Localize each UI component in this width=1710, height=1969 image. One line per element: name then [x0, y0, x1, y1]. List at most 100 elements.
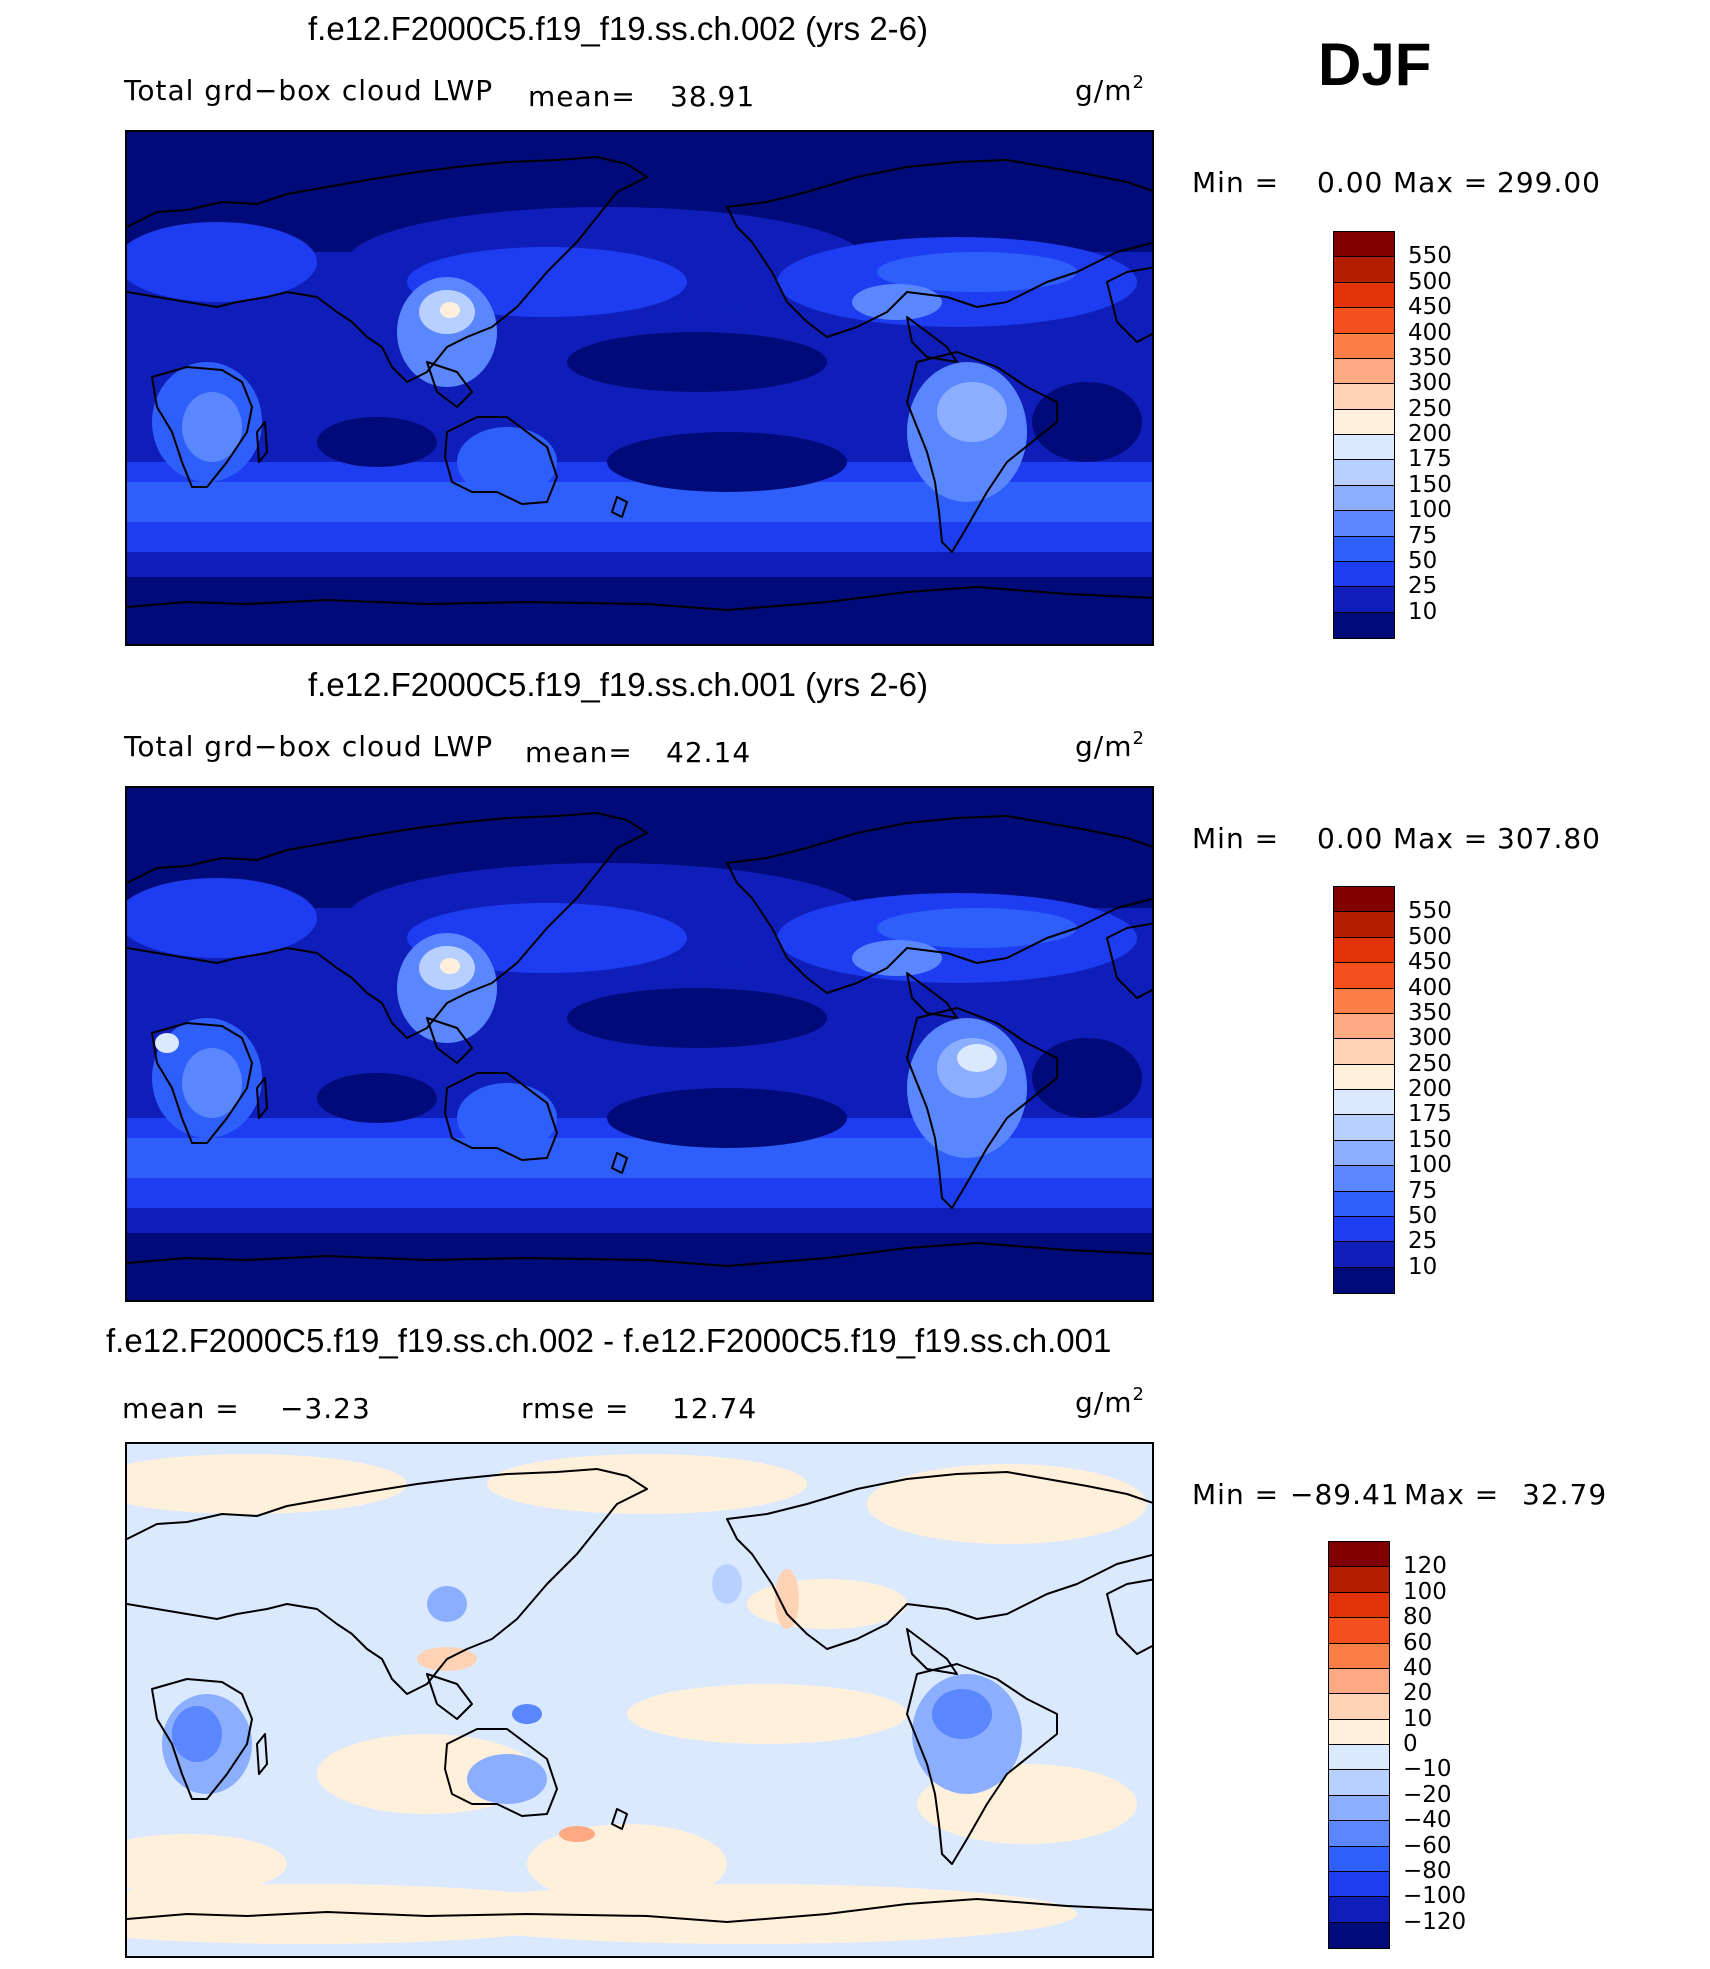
panel-3-max-value: 32.79	[1522, 1478, 1608, 1511]
colorbar-box	[1334, 1064, 1394, 1090]
positive-diff-area	[747, 1579, 907, 1629]
colorbar-tick-label: −10	[1403, 1756, 1452, 1783]
panel-1-map	[125, 130, 1154, 646]
panel-3-max-label: Max =	[1404, 1478, 1500, 1511]
colorbar-tick-label: 450	[1408, 949, 1452, 976]
australia-cloud	[457, 1083, 557, 1153]
colorbar-box	[1334, 612, 1394, 638]
colorbar-box	[1334, 435, 1394, 461]
coastline	[906, 1628, 958, 1675]
colorbar-tick-label: 20	[1403, 1680, 1433, 1707]
coastline	[127, 156, 648, 383]
colorbar-box	[1334, 1267, 1394, 1293]
southern-edge-band	[127, 552, 1152, 577]
colorbar-box	[1334, 257, 1394, 283]
positive-diff-area	[127, 1834, 287, 1894]
europe-cloud	[127, 878, 317, 958]
colorbar-tick-label: 10	[1408, 1253, 1438, 1280]
coastline	[151, 366, 253, 488]
coastline	[444, 1072, 558, 1161]
colorbar-tick-label: 60	[1403, 1629, 1433, 1656]
panel-2-map	[125, 786, 1154, 1302]
colorbar-box	[1334, 1090, 1394, 1116]
negative-diff-area	[172, 1706, 222, 1762]
east-asia-max	[440, 302, 460, 318]
colorbar-box	[1329, 1542, 1389, 1568]
colorbar-tick-label: 300	[1408, 1025, 1452, 1052]
panel-1-title: f.e12.F2000C5.f19_f19.ss.ch.002 (yrs 2-6…	[308, 10, 929, 47]
coastline	[426, 1017, 473, 1064]
colorbar-box	[1334, 511, 1394, 537]
coastline	[127, 586, 1152, 611]
colorbar-box	[1334, 358, 1394, 385]
coastline	[256, 1077, 268, 1119]
coastline	[127, 812, 648, 1039]
coastline	[127, 1468, 648, 1695]
colorbar-box	[1334, 308, 1394, 334]
positive-diff-area	[487, 1454, 807, 1514]
positive-diff-area	[527, 1824, 727, 1904]
colorbar-box	[1334, 282, 1394, 309]
coastline	[256, 1733, 268, 1775]
colorbar-box	[1334, 912, 1394, 938]
coastline	[611, 1808, 628, 1830]
pacific-dry-zone	[567, 332, 827, 392]
colorbar-box	[1329, 1719, 1389, 1745]
panel-2-min-label: Min =	[1192, 822, 1280, 855]
panel-3-mean-label: mean =	[122, 1392, 240, 1425]
coastline	[611, 1152, 628, 1174]
negative-diff-area	[467, 1754, 547, 1804]
panel-2-mean-label: mean=	[525, 736, 633, 769]
negative-diff-area	[712, 1564, 742, 1604]
colorbar-tick-label: 25	[1408, 573, 1438, 600]
colorbar-tick-label: 450	[1408, 294, 1452, 321]
amazon-peak	[957, 1044, 997, 1072]
colorbar-box	[1329, 1592, 1389, 1619]
colorbar-tick-label: 175	[1408, 446, 1452, 473]
coastline	[151, 1678, 253, 1800]
colorbar-box	[1334, 1166, 1394, 1192]
positive-diff-area	[559, 1826, 595, 1842]
colorbar-box	[1329, 1694, 1389, 1720]
africa-core	[182, 392, 242, 462]
coastline	[1106, 1578, 1152, 1655]
colorbar-box	[1334, 1115, 1394, 1141]
pacific-dry-zone	[567, 988, 827, 1048]
panel-2-title: f.e12.F2000C5.f19_f19.ss.ch.001 (yrs 2-6…	[308, 666, 929, 703]
north-atlantic-core	[877, 252, 1077, 292]
panel-1-field-label: Total grd−box cloud LWP	[124, 74, 494, 107]
panel-1-colorbar	[1333, 231, 1395, 639]
coastline	[127, 1898, 1152, 1923]
colorbar-tick-label: 400	[1408, 974, 1452, 1001]
colorbar-box	[1329, 1643, 1389, 1669]
colorbar-box	[1334, 333, 1394, 359]
amazon-core	[937, 382, 1007, 442]
coastline	[444, 1728, 558, 1817]
panel-1-mean-label: mean=	[528, 80, 636, 113]
colorbar-tick-label: 10	[1403, 1705, 1433, 1732]
colorbar-box	[1334, 587, 1394, 613]
colorbar-tick-label: 250	[1408, 1050, 1452, 1077]
panel-1-max-value: 299.00	[1497, 166, 1601, 199]
coastline	[906, 351, 1058, 553]
panel-2-field-label: Total grd−box cloud LWP	[124, 730, 494, 763]
coastline	[426, 1673, 473, 1720]
atlantic-dry	[1032, 382, 1142, 462]
east-asia-max	[440, 958, 460, 974]
colorbar-tick-label: 100	[1408, 497, 1452, 524]
panel-1-mean-value: 38.91	[670, 80, 756, 113]
panel-3-min-label: Min =	[1192, 1478, 1280, 1511]
colorbar-tick-label: 75	[1408, 1177, 1438, 1204]
colorbar-box	[1334, 1140, 1394, 1167]
colorbar-box	[1329, 1745, 1389, 1771]
panel-2-max-value: 307.80	[1497, 822, 1601, 855]
colorbar-tick-label: −60	[1403, 1832, 1452, 1859]
panel-3-rmse-label: rmse =	[521, 1392, 630, 1425]
colorbar-box	[1334, 1216, 1394, 1243]
coastline	[906, 1663, 1058, 1865]
positive-diff-area	[627, 1684, 907, 1744]
panel-2-map-svg	[127, 788, 1152, 1300]
panel-3-colorbar	[1328, 1541, 1390, 1949]
colorbar-tick-label: 175	[1408, 1101, 1452, 1128]
negative-diff-area	[512, 1704, 542, 1724]
